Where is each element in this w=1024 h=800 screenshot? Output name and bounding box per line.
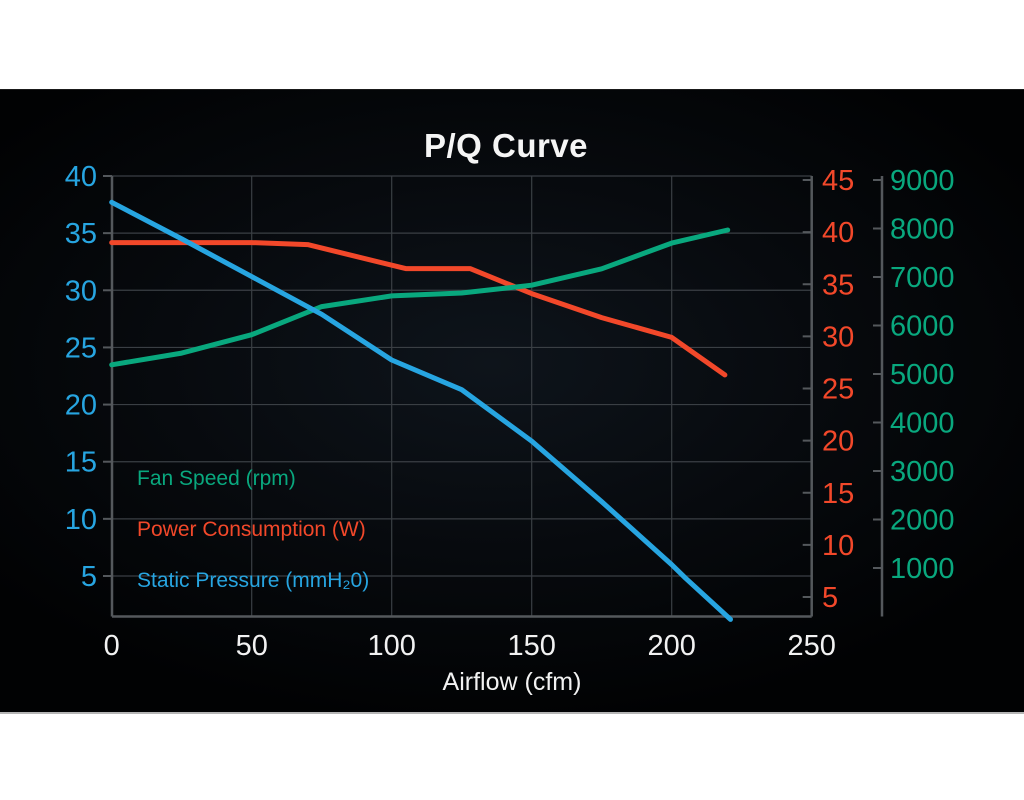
fan-axis-labels-label: 7000 bbox=[890, 262, 955, 294]
power-axis-labels-label: 45 bbox=[822, 165, 854, 197]
fan-axis-labels-label: 1000 bbox=[890, 553, 955, 585]
fan-axis-labels-label: 5000 bbox=[890, 359, 955, 391]
static-pressure-line bbox=[109, 199, 733, 622]
pressure-axis-labels-label: 5 bbox=[81, 561, 97, 593]
fan-axis-labels-label: 8000 bbox=[890, 214, 955, 246]
x-axis-label: 150 bbox=[508, 630, 556, 662]
x-axis-label: 200 bbox=[648, 630, 696, 662]
fan-speed-line bbox=[109, 227, 731, 368]
pressure-axis-labels: 40 35 30 25 20 15 10 5 bbox=[65, 161, 97, 593]
fan-axis-labels-label: 9000 bbox=[890, 165, 955, 197]
power-axis-labels-label: 15 bbox=[822, 478, 854, 510]
axis-ticks bbox=[103, 175, 882, 598]
power-axis-labels-label: 40 bbox=[822, 217, 854, 249]
pressure-axis-labels-label: 30 bbox=[65, 275, 97, 307]
fan-axis-labels-label: 3000 bbox=[890, 456, 955, 488]
x-axis-title: Airflow (cfm) bbox=[442, 668, 582, 696]
power-axis-labels-label: 20 bbox=[822, 426, 854, 458]
pressure-axis-labels-label: 10 bbox=[65, 504, 97, 536]
x-axis-label: 50 bbox=[236, 630, 268, 662]
x-axis-label: 100 bbox=[368, 630, 416, 662]
fan-axis-labels-label: 2000 bbox=[890, 505, 955, 537]
pressure-axis-labels-label: 20 bbox=[65, 390, 97, 422]
pressure-axis-labels-label: 15 bbox=[65, 447, 97, 479]
pq-chart-plot: 40 35 30 25 20 15 10 5 45 40 35 30 25 20 15 10 5 9000 8000… bbox=[65, 161, 955, 662]
power-consumption-line bbox=[109, 240, 728, 378]
legend-item-static-pressure: Static Pressure (mmH₂0) bbox=[137, 569, 370, 592]
h-gridlines bbox=[112, 175, 812, 577]
chart-legend: Fan Speed (rpm) Power Consumption (W) St… bbox=[137, 467, 369, 620]
chart-slide: 40 35 30 25 20 15 10 5 45 40 35 30 25 20 15 10 5 9000 8000… bbox=[0, 89, 1024, 714]
x-axis-label: 250 bbox=[788, 630, 836, 662]
power-axis-labels-label: 30 bbox=[822, 321, 854, 353]
x-axis-labels: 0 50 100 150 200 250 bbox=[104, 630, 836, 662]
legend-item-power-consumption: Power Consumption (W) bbox=[137, 518, 366, 541]
fan-axis-labels-label: 6000 bbox=[890, 311, 955, 343]
pressure-axis-labels-label: 35 bbox=[65, 218, 97, 250]
pressure-axis-labels-label: 25 bbox=[65, 332, 97, 364]
pressure-axis-labels-label: 40 bbox=[65, 161, 97, 193]
legend-item-fan-speed: Fan Speed (rpm) bbox=[137, 467, 296, 490]
x-axis-label: 0 bbox=[104, 630, 120, 662]
v-gridlines bbox=[251, 176, 673, 617]
power-axis-labels-label: 35 bbox=[822, 269, 854, 301]
fan-axis-labels: 9000 8000 7000 6000 5000 4000 3000 2000 1000 bbox=[890, 165, 955, 585]
fan-axis-labels-label: 4000 bbox=[890, 408, 955, 440]
axis-lines bbox=[110, 176, 884, 618]
power-axis-labels-label: 10 bbox=[822, 530, 854, 562]
power-axis-labels-label: 25 bbox=[822, 374, 854, 406]
power-axis-labels-label: 5 bbox=[822, 582, 838, 614]
power-axis-labels: 45 40 35 30 25 20 15 10 5 bbox=[822, 165, 854, 614]
chart-title: P/Q Curve bbox=[423, 127, 589, 164]
